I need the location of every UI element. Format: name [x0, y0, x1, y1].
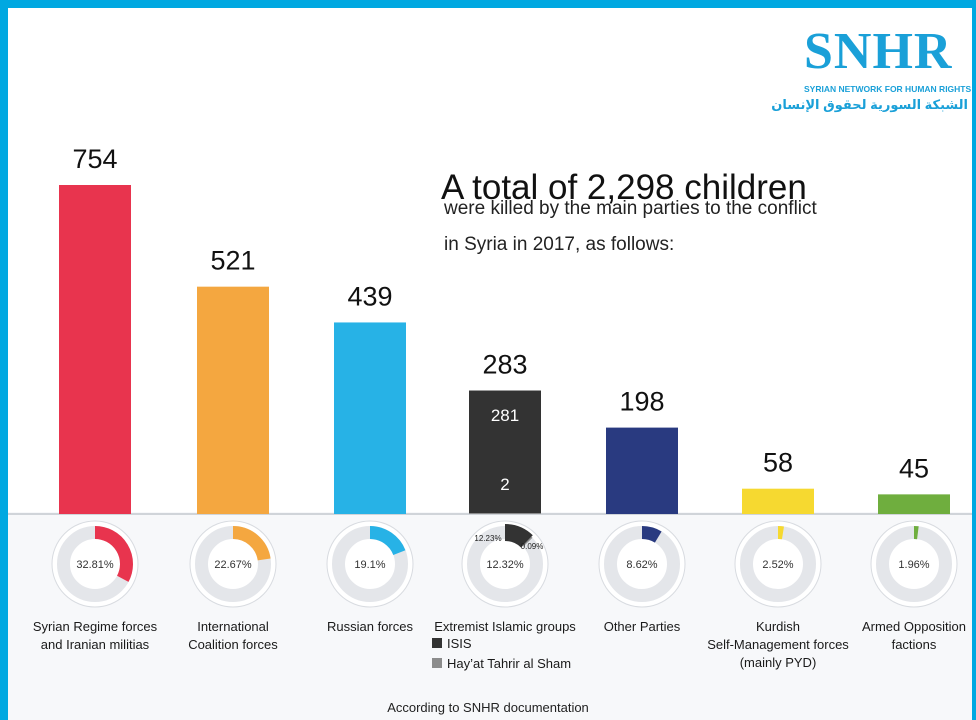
ring-arc-isis: [504, 524, 533, 548]
segment-label-hts: 2: [500, 475, 509, 494]
value-label-cat-6: 58: [763, 448, 793, 478]
category-label-cat-2-line-2: Coalition forces: [188, 637, 278, 652]
value-label-cat-3: 439: [347, 281, 392, 311]
category-label-cat-6-line-2: Self-Management forces: [707, 637, 849, 652]
legend-swatch-isis: [432, 638, 442, 648]
ring-percent-cat-4: 12.32%: [486, 559, 524, 571]
ring-percent-cat-1: 32.81%: [76, 559, 114, 571]
subtitle-line-1: were killed by the main parties to the c…: [444, 198, 817, 219]
ring-arc-cat-3: [369, 526, 406, 556]
ring-arc-cat-1: [94, 526, 133, 582]
ring-arc-cat-5: [641, 526, 662, 543]
category-label-cat-5-line-1: Other Parties: [604, 619, 681, 634]
source-note: According to SNHR documentation: [387, 700, 589, 715]
category-label-cat-2-line-1: International: [197, 619, 269, 634]
headline: A total of 2,298 children: [441, 168, 807, 207]
bar-cat-1: [59, 185, 131, 514]
bar-cat-7: [878, 494, 950, 514]
bar-cat-2: [197, 286, 269, 514]
value-label-cat-5: 198: [619, 387, 664, 417]
ring-percent-cat-2: 22.67%: [214, 559, 252, 571]
ring-label-isis: 12.23%: [474, 534, 501, 543]
logo-name-english: SYRIAN NETWORK FOR HUMAN RIGHTS: [804, 84, 972, 94]
bar-segment-hts: [469, 513, 541, 514]
bar-segment-isis: [469, 390, 541, 514]
logo-name-arabic: الشبكة السورية لحقوق الإنسان: [771, 97, 968, 112]
value-label-cat-7: 45: [899, 453, 929, 483]
category-label-cat-3-line-1: Russian forces: [327, 619, 413, 634]
value-label-cat-2: 521: [210, 246, 255, 276]
category-label-cat-1-line-2: and Iranian militias: [41, 637, 150, 652]
bar-cat-3: [334, 322, 406, 514]
category-label-cat-4-line-1: Extremist Islamic groups: [434, 619, 576, 634]
snhr-logo: SNHR SYRIAN NETWORK FOR HUMAN RIGHTS الش…: [771, 22, 972, 132]
category-label-cat-6-line-3: (mainly PYD): [740, 655, 817, 670]
ring-percent-cat-6: 2.52%: [762, 559, 793, 571]
subtitle-line-2: in Syria in 2017, as follows:: [444, 234, 675, 255]
value-label-cat-1: 754: [72, 144, 117, 174]
ring-arc-hts: [522, 536, 533, 547]
category-label-cat-7-line-2: factions: [892, 637, 937, 652]
ring-percent-cat-3: 19.1%: [354, 559, 385, 571]
category-label-cat-6-line-1: Kurdish: [756, 619, 800, 634]
ring-label-hts: 0.09%: [521, 542, 544, 551]
legend-label-hts: Hay’at Tahrir al Sham: [447, 656, 571, 671]
category-label-cat-7-line-1: Armed Opposition: [862, 619, 966, 634]
ring-arc-cat-2: [232, 526, 271, 561]
segment-label-isis: 281: [491, 406, 519, 425]
logo-mark: SNHR: [804, 23, 953, 80]
bar-cat-5: [606, 427, 678, 514]
bar-cat-6: [742, 488, 814, 514]
legend-label-isis: ISIS: [447, 636, 472, 651]
category-label-cat-1-line-1: Syrian Regime forces: [33, 619, 158, 634]
legend-swatch-hts: [432, 658, 442, 668]
ring-percent-cat-7: 1.96%: [898, 559, 929, 571]
value-label-cat-4: 283: [482, 350, 527, 380]
ring-percent-cat-5: 8.62%: [626, 559, 657, 571]
